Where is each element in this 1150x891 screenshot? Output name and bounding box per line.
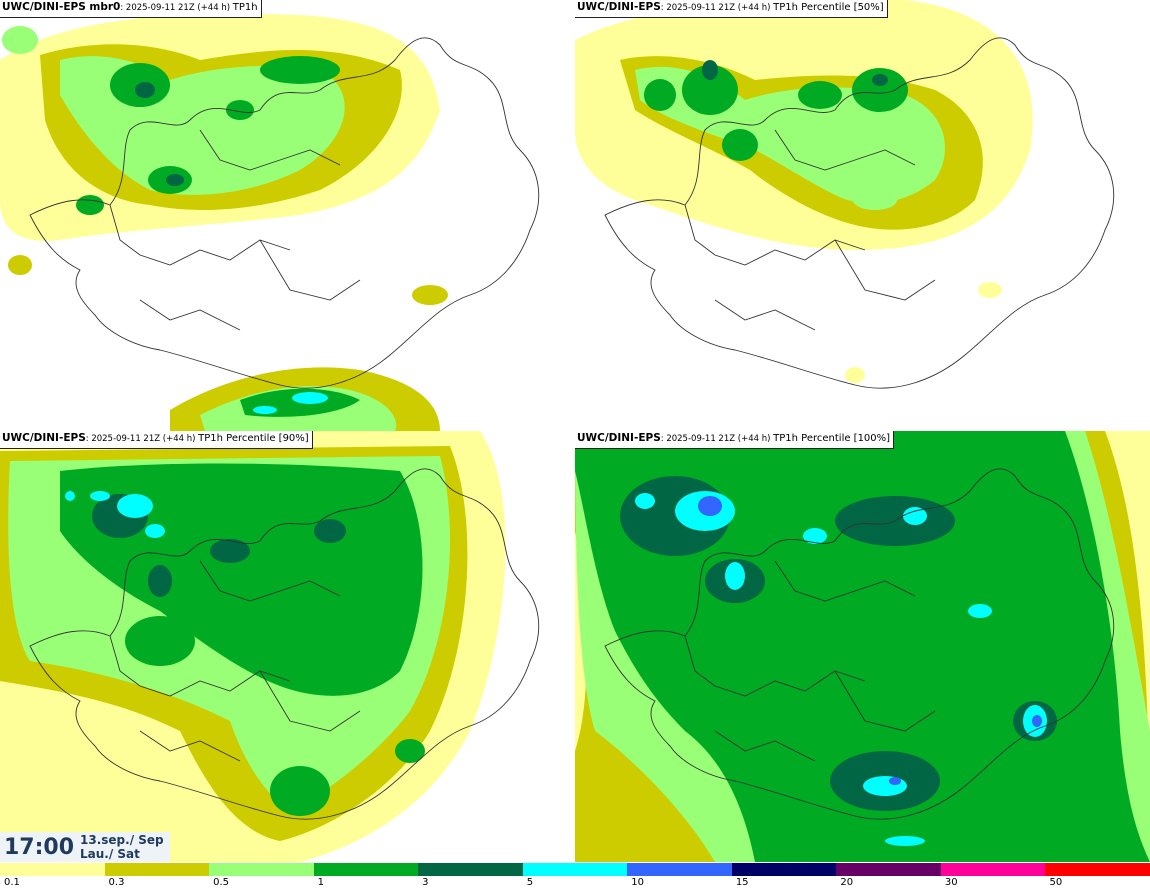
run-info: : 2025-09-11 21Z (+44 h): [660, 434, 774, 444]
field-name: TP1h Percentile [50%]: [773, 2, 884, 13]
colorbar-tick-label: 5: [526, 877, 534, 888]
colorbar-segment: [836, 863, 941, 876]
valid-day: Lau./ Sat: [80, 847, 140, 861]
precip-map-p90: [0, 431, 540, 862]
panel-title: UWC/DINI-EPS: 2025-09-11 21Z (+44 h) TP1…: [575, 0, 888, 18]
valid-time: 17:00: [4, 835, 75, 860]
colorbar-segment: [209, 863, 314, 876]
colorbar-tick-label: 15: [735, 877, 749, 888]
field-name: TP1h Percentile [90%]: [198, 433, 309, 444]
field-name: TP1h: [232, 2, 258, 13]
colorbar-tick-label: 1: [317, 877, 324, 888]
colorbar-tick-label: 0.1: [4, 877, 20, 888]
colorbar-tick-label: 3: [422, 877, 429, 888]
run-info: : 2025-09-11 21Z (+44 h): [120, 3, 233, 13]
coastline: [29, 37, 540, 389]
run-info: : 2025-09-11 21Z (+44 h): [85, 434, 199, 444]
precip-map-p50: [575, 0, 1115, 389]
colorbar-ticks: 0.1 0.3 0.5 1 3 5 10 15 20 30 50: [0, 876, 1150, 891]
precip-map-mbr0: [0, 13, 540, 431]
coastline: [29, 468, 540, 820]
panel-title: UWC/DINI-EPS: 2025-09-11 21Z (+44 h) TP1…: [0, 431, 313, 449]
colorbar-segment: [0, 863, 105, 876]
panel-title: UWC/DINI-EPS mbr0: 2025-09-11 21Z (+44 h…: [0, 0, 262, 18]
map-panel-mbr0: UWC/DINI-EPS mbr0: 2025-09-11 21Z (+44 h…: [0, 0, 575, 431]
colorbar-segment: [940, 863, 1046, 876]
model-name: UWC/DINI-EPS: [577, 432, 661, 444]
colorbar-tick-label: 0.5: [213, 877, 229, 888]
panel-title: UWC/DINI-EPS: 2025-09-11 21Z (+44 h) TP1…: [575, 431, 895, 449]
map-panel-p50: UWC/DINI-EPS: 2025-09-11 21Z (+44 h) TP1…: [575, 0, 1150, 431]
valid-time-box: 17:00 13.sep./ Sep Lau./ Sat: [0, 832, 170, 862]
coastline: [604, 37, 1115, 389]
valid-date: 13.sep./ Sep: [80, 833, 164, 847]
colorbar-tick-label: 30: [944, 877, 958, 888]
map-panel-p100: UWC/DINI-EPS: 2025-09-11 21Z (+44 h) TP1…: [575, 431, 1150, 862]
field-name: TP1h Percentile [100%]: [773, 433, 891, 444]
colorbar-segment: [313, 863, 419, 876]
colorbar-tick-label: 0.3: [108, 877, 125, 888]
model-name: UWC/DINI-EPS mbr0: [2, 1, 121, 13]
model-name: UWC/DINI-EPS: [577, 1, 661, 13]
colorbar-segment: [522, 863, 628, 876]
precip-colorbar: [0, 863, 1150, 876]
colorbar-segment: [731, 863, 837, 876]
map-panel-p90: UWC/DINI-EPS: 2025-09-11 21Z (+44 h) TP1…: [0, 431, 575, 862]
colorbar-segment: [418, 863, 523, 876]
precip-fill: [0, 13, 448, 431]
colorbar-tick-label: 50: [1049, 877, 1063, 888]
run-info: : 2025-09-11 21Z (+44 h): [660, 3, 774, 13]
model-name: UWC/DINI-EPS: [2, 432, 86, 444]
colorbar-tick-label: 10: [631, 877, 644, 888]
precip-fill: [575, 431, 1150, 862]
colorbar-segment: [1045, 863, 1150, 876]
precip-map-p100: [575, 431, 1150, 862]
precip-fill: [575, 0, 1033, 383]
colorbar-tick-label: 20: [840, 877, 854, 888]
colorbar-segment: [104, 863, 210, 876]
colorbar-segment: [627, 863, 732, 876]
precip-fill: [0, 431, 506, 862]
coastline: [604, 468, 1115, 820]
